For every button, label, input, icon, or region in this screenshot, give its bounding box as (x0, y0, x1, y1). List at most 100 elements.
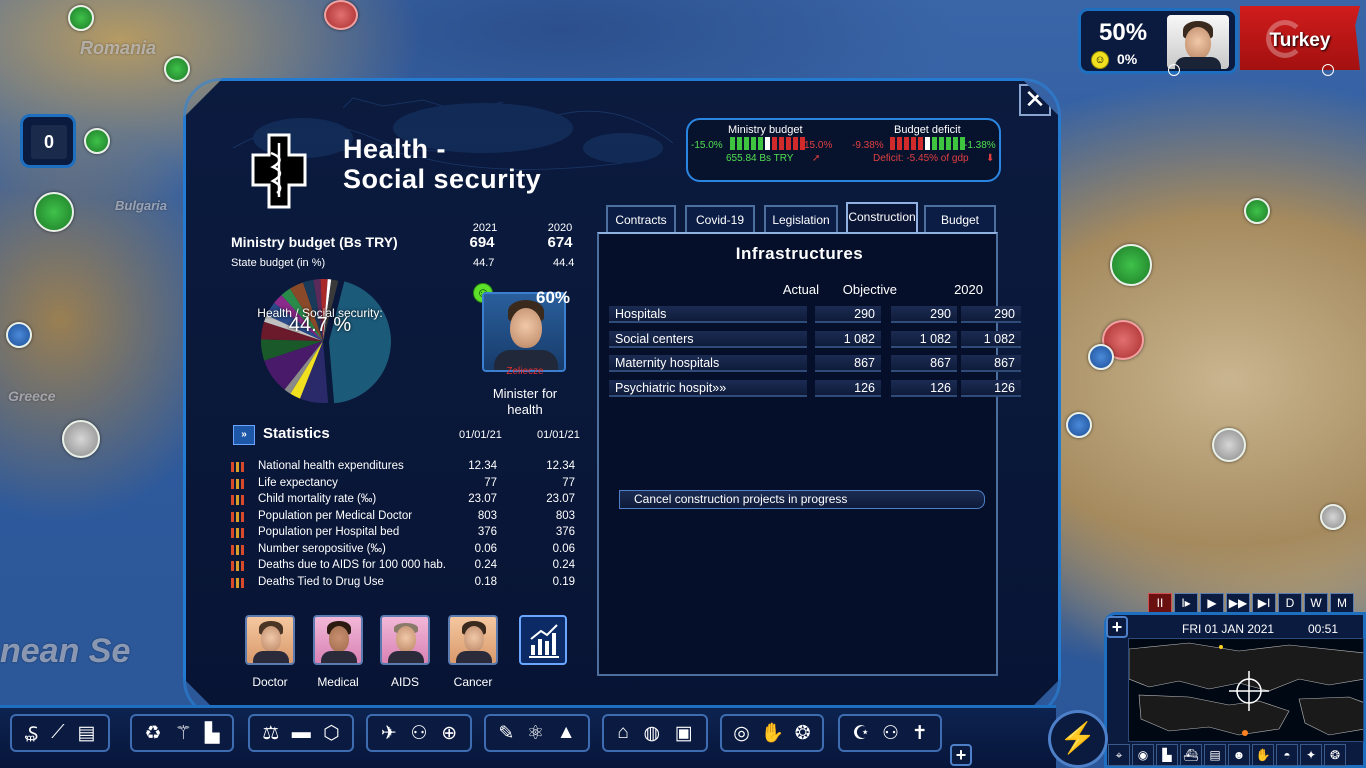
speed-week-button[interactable]: W (1304, 593, 1328, 613)
tab-contracts[interactable]: Contracts (606, 205, 676, 233)
pie-slice[interactable] (284, 341, 323, 394)
pie-slice[interactable] (261, 321, 323, 341)
advisor-cancer[interactable]: Cancer (448, 615, 498, 689)
minimap-people-icon[interactable]: ☻ (1228, 744, 1250, 766)
statistic-row[interactable]: Deaths due to AIDS for 100 000 hab. 0.24 0… (231, 559, 581, 575)
infrastructure-objective[interactable]: 867 (891, 355, 957, 372)
recycle-icon[interactable]: ♻ (144, 722, 162, 744)
crosshair-icon[interactable] (1322, 64, 1334, 76)
map-unit-marker[interactable] (34, 192, 74, 232)
skip-button[interactable]: ▶I (1252, 593, 1276, 613)
statistic-row[interactable]: Number seropositive (‰) 0.06 0.06 (231, 543, 581, 559)
graduation-cap-icon[interactable]: ▲ (556, 722, 576, 743)
fast-forward-button[interactable]: ▶▶ (1226, 593, 1250, 613)
pie-slice[interactable] (313, 279, 323, 341)
tab-budget[interactable]: Budget (924, 205, 996, 233)
airplane-icon[interactable]: ✈ (380, 722, 397, 744)
statistic-chart-icon[interactable] (231, 511, 244, 522)
factory-icon[interactable]: ▙ (204, 722, 220, 744)
step-button[interactable]: I▸ (1174, 593, 1198, 613)
event-counter-badge[interactable]: 0 (20, 114, 76, 168)
statistic-chart-icon[interactable] (231, 561, 244, 571)
pie-slice[interactable] (261, 339, 323, 361)
crescent-star-icon[interactable]: ☪ (852, 722, 870, 744)
statistics-chart-button[interactable] (519, 615, 567, 665)
infrastructure-row[interactable]: Hospitals 290 290 290 (609, 306, 1021, 324)
statistic-row[interactable]: Life expectancy 77 77 (231, 477, 581, 493)
leader-portrait[interactable] (1167, 15, 1229, 69)
map-unit-marker[interactable] (1244, 198, 1270, 224)
statistics-expand-icon[interactable]: » (233, 425, 255, 445)
handshake-icon[interactable]: ✋ (760, 723, 785, 744)
pie-slice[interactable] (274, 294, 323, 341)
pie-slice[interactable] (290, 282, 323, 341)
map-unit-marker[interactable] (164, 56, 190, 82)
pie-slice[interactable] (281, 288, 323, 341)
pie-slice[interactable] (299, 341, 329, 403)
map-unit-marker[interactable] (84, 128, 110, 154)
crowd-icon[interactable]: ⚇ (882, 722, 900, 744)
statistic-row[interactable]: Population per Hospital bed 376 376 (231, 526, 581, 542)
minimap-weather-icon[interactable]: ❂ (1324, 744, 1346, 766)
map-unit-marker[interactable] (1088, 344, 1114, 370)
map-unit-marker[interactable] (68, 5, 94, 31)
minimap-ship-icon[interactable]: ⛴ (1180, 744, 1202, 766)
pause-button[interactable]: II (1148, 593, 1172, 613)
minimap-factory-icon[interactable]: ▙ (1156, 744, 1178, 766)
advisor-doctor[interactable]: Doctor (245, 615, 295, 689)
world-icon[interactable]: ◎ (733, 722, 750, 744)
infrastructure-objective[interactable]: 126 (891, 379, 957, 397)
minimap-grid-icon[interactable]: ⌖ (1108, 744, 1130, 766)
minimap[interactable] (1128, 638, 1364, 742)
map-unit-marker[interactable] (6, 322, 32, 348)
map-unit-marker[interactable] (1212, 428, 1246, 462)
tank-icon[interactable]: ▬ (291, 722, 311, 743)
pie-slice[interactable] (323, 279, 332, 341)
map-unit-marker[interactable] (324, 0, 358, 30)
state-budget-pie-chart[interactable] (243, 271, 413, 411)
map-unit-marker[interactable] (1066, 412, 1092, 438)
minimap-satellite-icon[interactable]: ✦ (1300, 744, 1322, 766)
police-badge-icon[interactable]: ⬡ (323, 722, 340, 744)
atom-icon[interactable]: ⚛ (527, 722, 545, 744)
infrastructure-actual[interactable]: 867 (815, 355, 881, 372)
pie-slice[interactable] (264, 315, 323, 341)
map-unit-marker[interactable] (1110, 244, 1152, 286)
toolbar-expand-button[interactable]: + (950, 744, 972, 766)
play-button[interactable]: ▶ (1200, 593, 1224, 613)
advisor-medical[interactable]: Medical (313, 615, 363, 689)
minister-portrait[interactable] (482, 292, 566, 372)
minimap-gauge-icon[interactable]: ◓ (1276, 744, 1298, 766)
tab-construction[interactable]: Construction (846, 202, 918, 233)
statistic-row[interactable]: Population per Medical Doctor 803 803 (231, 510, 581, 526)
wheat-icon[interactable]: ⚚ (174, 722, 192, 744)
infrastructure-actual[interactable]: 1 082 (815, 330, 881, 348)
country-flag[interactable] (1240, 6, 1360, 70)
map-unit-marker[interactable] (62, 420, 100, 458)
quick-actions-bolt-button[interactable]: ⚡ (1048, 710, 1108, 768)
crosshair-icon[interactable] (1168, 64, 1180, 76)
map-unit-marker[interactable] (1320, 504, 1346, 530)
statistic-chart-icon[interactable] (231, 478, 244, 489)
leader-score-box[interactable]: 50% ☺ 0% (1078, 8, 1238, 74)
infrastructure-row[interactable]: Psychiatric hospit»» 126 126 126 (609, 379, 1021, 398)
line-chart-icon[interactable]: ⟋ (51, 722, 65, 743)
pie-slice[interactable] (266, 302, 323, 341)
pie-slice[interactable] (264, 341, 323, 390)
statistic-chart-icon[interactable] (231, 495, 244, 505)
minimap-handshake-icon[interactable]: ✋ (1252, 744, 1274, 766)
statistic-chart-icon[interactable] (231, 544, 244, 555)
statistic-row[interactable]: Child mortality rate (‰) 23.07 23.07 (231, 493, 581, 509)
infrastructure-actual[interactable]: 126 (815, 379, 881, 397)
statistic-row[interactable]: Deaths Tied to Drug Use 0.18 0.19 (231, 576, 581, 592)
budget-deficit-slider[interactable] (890, 137, 965, 150)
money-stack-icon[interactable]: ▤ (77, 722, 96, 744)
infrastructure-objective[interactable]: 1 082 (891, 330, 957, 348)
ministry-budget-slider[interactable] (730, 137, 805, 150)
advisor-aids[interactable]: AIDS (380, 615, 430, 689)
ballot-box-icon[interactable]: ▣ (674, 722, 693, 744)
statistic-chart-icon[interactable] (231, 462, 244, 472)
un-icon[interactable]: ❂ (794, 722, 811, 744)
minister-name[interactable]: Zeliecze (506, 366, 544, 377)
minimap-terrain-icon[interactable]: ▤ (1204, 744, 1226, 766)
